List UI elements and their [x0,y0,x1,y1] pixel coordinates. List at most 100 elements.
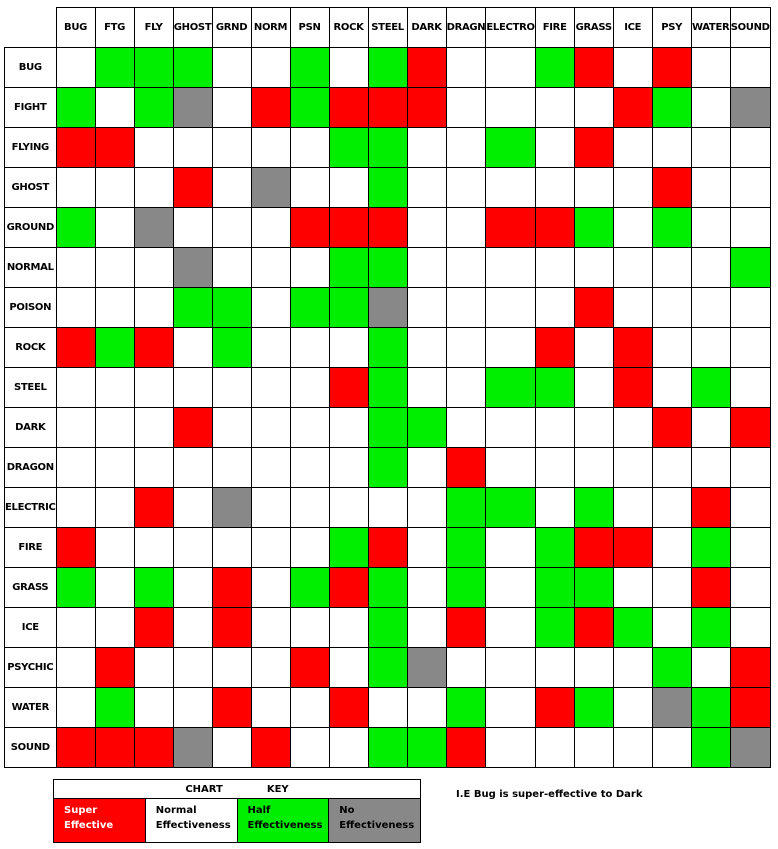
row-header: FIGHT [4,86,57,128]
grid-row: BUG [4,46,771,88]
column-header: ICE [612,7,653,48]
effectiveness-cell [534,686,575,728]
effectiveness-cell [651,686,692,728]
effectiveness-cell [250,246,291,288]
effectiveness-cell [729,446,771,488]
effectiveness-cell [328,326,369,368]
row-header: PSYCHIC [4,646,57,688]
effectiveness-cell [573,366,614,408]
effectiveness-cell [406,326,447,368]
grid-body: BUG FIGHT FLYING GHOST GROUND NORMAL POISON ROC… [4,46,771,768]
effectiveness-cell [289,566,330,608]
effectiveness-cell [406,606,447,648]
grid-row: POISON [4,286,771,328]
effectiveness-cell [573,286,614,328]
effectiveness-cell [729,286,771,328]
effectiveness-cell [534,646,575,688]
effectiveness-cell [729,246,771,288]
effectiveness-cell [250,86,291,128]
grid-row: FIGHT [4,86,771,128]
effectiveness-cell [690,126,731,168]
effectiveness-cell [367,46,408,88]
effectiveness-cell [289,246,330,288]
effectiveness-cell [445,406,487,448]
column-header: PSN [289,7,330,48]
effectiveness-cell [485,126,536,168]
effectiveness-cell [612,126,653,168]
effectiveness-cell [250,366,291,408]
effectiveness-cell [55,726,96,768]
column-header: NORM [250,7,291,48]
effectiveness-cell [445,126,487,168]
effectiveness-cell [289,686,330,728]
grid-row: DARK [4,406,771,448]
effectiveness-cell [729,486,771,528]
effectiveness-cell [729,406,771,448]
effectiveness-cell [250,526,291,568]
effectiveness-cell [250,406,291,448]
effectiveness-cell [94,246,135,288]
effectiveness-cell [367,126,408,168]
effectiveness-cell [445,166,487,208]
key-title-right: KEY [266,783,289,795]
effectiveness-cell [406,86,447,128]
effectiveness-cell [172,406,213,448]
effectiveness-cell [133,366,174,408]
column-header: BUG [55,7,96,48]
effectiveness-cell [445,86,487,128]
effectiveness-cell [94,206,135,248]
effectiveness-cell [485,406,536,448]
effectiveness-cell [328,86,369,128]
effectiveness-cell [573,46,614,88]
effectiveness-cell [729,86,771,128]
effectiveness-cell [172,166,213,208]
effectiveness-cell [211,246,252,288]
effectiveness-cell [485,86,536,128]
grid-row: FLYING [4,126,771,168]
effectiveness-cell [690,646,731,688]
effectiveness-cell [211,646,252,688]
effectiveness-cell [328,526,369,568]
effectiveness-cell [406,406,447,448]
effectiveness-cell [211,166,252,208]
effectiveness-cell [133,206,174,248]
effectiveness-cell [250,46,291,88]
effectiveness-cell [573,646,614,688]
row-header: GRASS [4,566,57,608]
effectiveness-cell [328,486,369,528]
column-header: STEEL [367,7,408,48]
effectiveness-cell [406,46,447,88]
grid-row: DRAGON [4,446,771,488]
effectiveness-cell [289,646,330,688]
effectiveness-cell [211,86,252,128]
effectiveness-cell [612,726,653,768]
grid-row: GRASS [4,566,771,608]
effectiveness-cell [367,246,408,288]
effectiveness-cell [367,286,408,328]
effectiveness-cell [406,486,447,528]
effectiveness-cell [211,726,252,768]
effectiveness-cell [573,526,614,568]
effectiveness-cell [367,686,408,728]
effectiveness-cell [55,86,96,128]
effectiveness-cell [250,166,291,208]
effectiveness-cell [133,526,174,568]
column-header: PSY [651,7,692,48]
effectiveness-cell [729,646,771,688]
effectiveness-cell [612,566,653,608]
column-header: DRAGN [445,7,487,48]
effectiveness-cell [612,86,653,128]
row-header: DRAGON [4,446,57,488]
grid-row: PSYCHIC [4,646,771,688]
effectiveness-cell [94,486,135,528]
effectiveness-cell [133,126,174,168]
effectiveness-cell [55,166,96,208]
effectiveness-cell [211,126,252,168]
effectiveness-cell [612,246,653,288]
effectiveness-cell [651,646,692,688]
effectiveness-cell [534,126,575,168]
effectiveness-cell [612,326,653,368]
effectiveness-cell [328,366,369,408]
effectiveness-cell [289,486,330,528]
effectiveness-cell [445,326,487,368]
